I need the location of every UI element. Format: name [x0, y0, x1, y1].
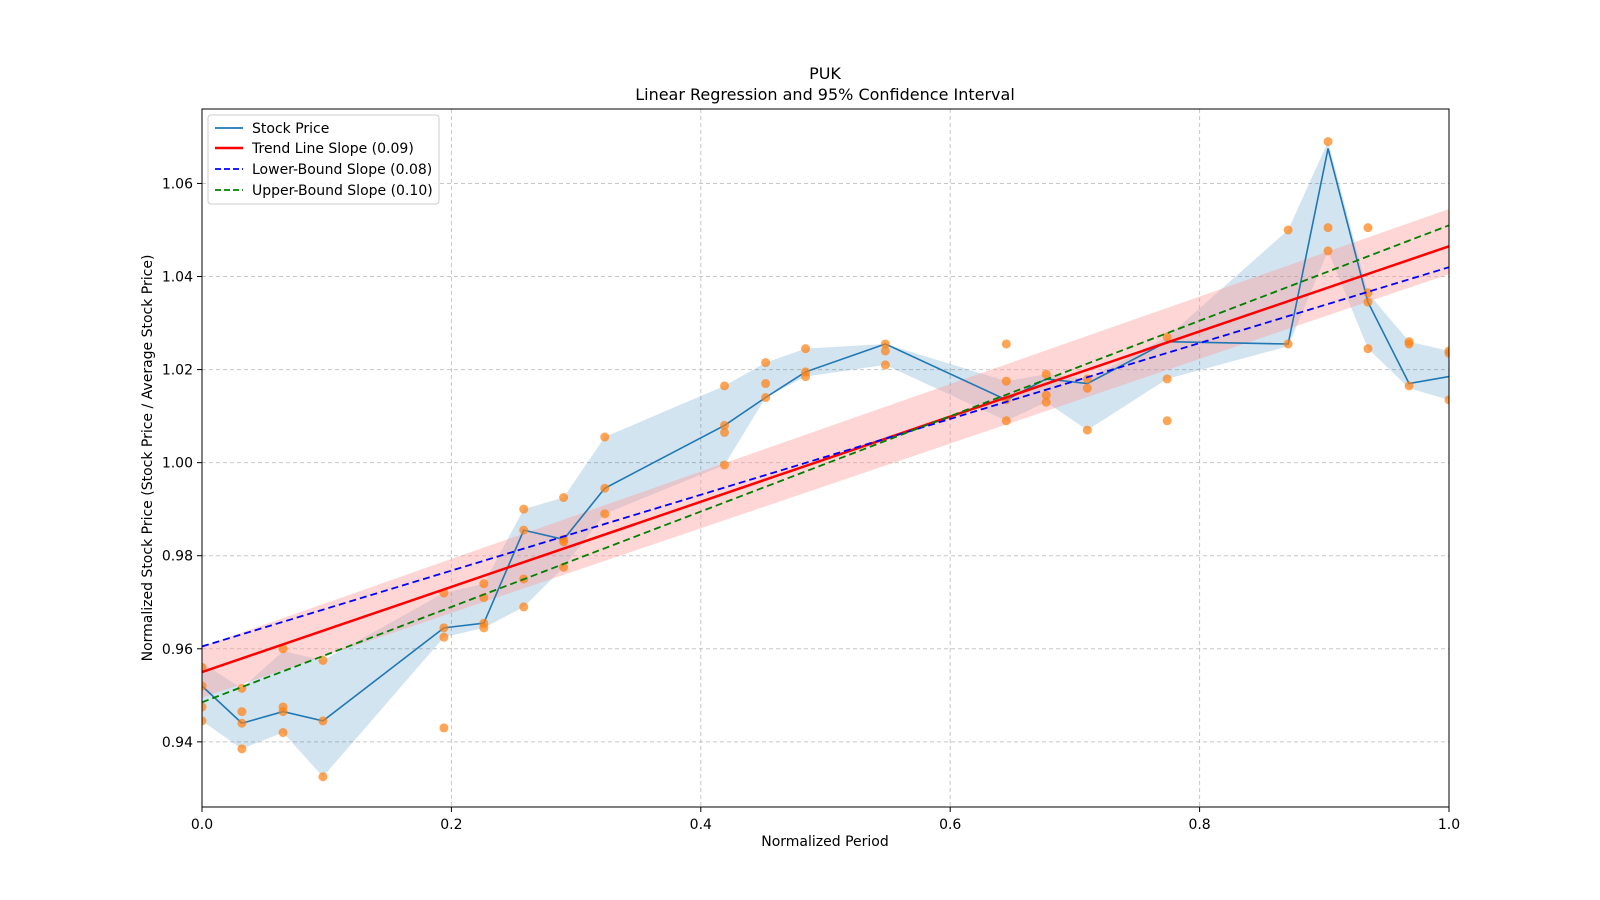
scatter-point [318, 655, 328, 665]
y-tick-label: 1.00 [162, 456, 193, 472]
scatter-point [237, 707, 247, 717]
x-tick-label: 0.0 [191, 817, 213, 833]
scatter-point [1363, 297, 1373, 307]
x-tick-label: 0.8 [1188, 817, 1210, 833]
legend-label-stock-price: Stock Price [252, 121, 329, 137]
stock-price-band [202, 141, 1449, 777]
trend-line [202, 245, 1449, 674]
scatter-point [719, 460, 729, 470]
x-tick-label: 1.0 [1438, 817, 1460, 833]
scatter-point [278, 728, 288, 738]
scatter-point [278, 644, 288, 654]
plot-area [202, 137, 1449, 782]
scatter-point [801, 344, 811, 354]
scatter-point [1444, 348, 1449, 358]
scatter-point [1162, 374, 1172, 384]
scatter-point [559, 493, 569, 503]
y-tick-label: 0.98 [162, 549, 193, 565]
scatter-point [600, 432, 610, 442]
scatter-point [202, 681, 207, 691]
scatter-point [202, 702, 207, 712]
scatter-point [237, 744, 247, 754]
scatter-point [880, 360, 890, 370]
scatter-point [1001, 416, 1011, 426]
scatter-point [1363, 223, 1373, 233]
y-tick-label: 1.02 [162, 363, 193, 379]
scatter-point [278, 707, 288, 717]
scatter-point [519, 602, 529, 612]
x-tick-label: 0.6 [939, 817, 961, 833]
scatter-point [719, 420, 729, 430]
scatter-point [1082, 425, 1092, 435]
chart-subtitle: Linear Regression and 95% Confidence Int… [635, 85, 1015, 104]
scatter-point [801, 372, 811, 382]
grid [201, 109, 1450, 807]
scatter-point [719, 427, 729, 437]
legend-box [207, 114, 440, 205]
trend-ci-band [202, 209, 1449, 698]
scatter-point [761, 393, 771, 403]
scatter-point [559, 562, 569, 572]
scatter-point [600, 509, 610, 519]
legend-label-trend-line: Trend Line Slope (0.09) [251, 141, 414, 157]
x-axis-label: Normalized Period [761, 834, 889, 850]
scatter-point [880, 339, 890, 349]
scatter-point [1323, 223, 1333, 233]
scatter-point [719, 381, 729, 391]
y-tick-label: 1.04 [162, 270, 193, 286]
scatter-point [318, 716, 328, 726]
scatter-point [439, 632, 449, 642]
scatter-point [519, 525, 529, 535]
scatter-point [1162, 332, 1172, 342]
chart-title: PUK [809, 64, 841, 83]
x-tick-label: 0.2 [440, 817, 462, 833]
scatter-point [1404, 381, 1414, 391]
x-tick-label: 0.4 [690, 817, 712, 833]
scatter-point [439, 623, 449, 633]
legend-label-upper-bound: Upper-Bound Slope (0.10) [252, 183, 433, 199]
scatter-point [519, 504, 529, 514]
scatter-point [559, 537, 569, 547]
scatter-point [439, 723, 449, 733]
scatter-point [1162, 416, 1172, 426]
scatter-point [1041, 397, 1051, 407]
scatter-point [1283, 225, 1293, 235]
scatter-point [1323, 137, 1333, 147]
scatter-point [761, 358, 771, 368]
stock-price-line [202, 148, 1449, 725]
scatter-point [1363, 344, 1373, 354]
legend-label-lower-bound: Lower-Bound Slope (0.08) [252, 162, 432, 178]
scatter-point [1082, 383, 1092, 393]
y-tick-label: 0.96 [162, 642, 193, 658]
scatter-point [1404, 339, 1414, 349]
scatter-point [1283, 339, 1293, 349]
upper-bound-line [202, 224, 1449, 704]
scatter-point [318, 772, 328, 782]
scatter-point [1001, 339, 1011, 349]
y-tick-label: 0.94 [162, 735, 193, 751]
lower-bound-line [202, 266, 1449, 648]
scatter-point [1001, 376, 1011, 386]
scatter-point [479, 623, 489, 633]
legend: Stock Price Trend Line Slope (0.09) Lowe… [207, 114, 440, 205]
scatter-point [880, 346, 890, 356]
scatter-point [1444, 395, 1449, 405]
scatter-point [1323, 246, 1333, 256]
scatter-point [1041, 369, 1051, 379]
scatter-point [761, 379, 771, 389]
scatter-point [479, 579, 489, 589]
scatter-point [202, 716, 207, 726]
scatter-point [237, 718, 247, 728]
y-axis-label: Normalized Stock Price (Stock Price / Av… [140, 255, 156, 662]
scatter-point [1041, 390, 1051, 400]
scatter-point [600, 483, 610, 493]
axis-ticks: 0.0 0.2 0.4 0.6 0.8 1.0 0.94 0.96 0.98 1.00 1.02 1.… [162, 176, 1460, 833]
plot-frame [201, 108, 1450, 808]
y-tick-label: 1.06 [162, 176, 193, 192]
